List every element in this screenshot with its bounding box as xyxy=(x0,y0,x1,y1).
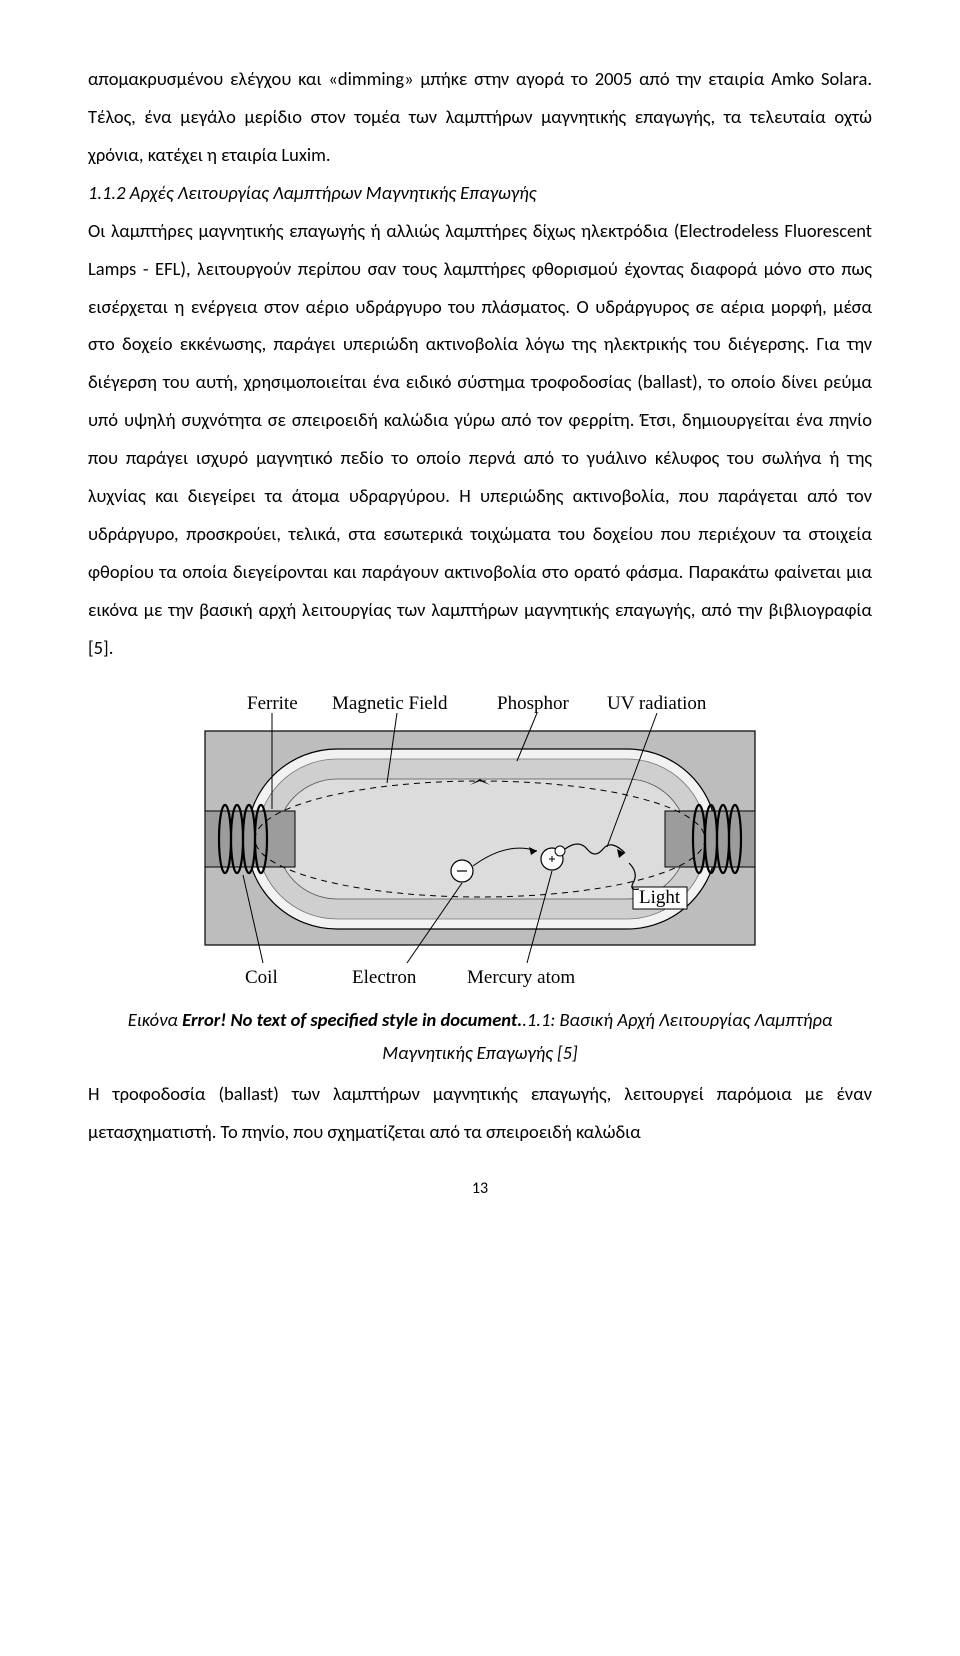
section-heading: 1.1.2 Αρχές Λειτουργίας Λαμπτήρων Μαγνητ… xyxy=(88,174,872,212)
label-light: Light xyxy=(639,887,681,908)
page-number: 13 xyxy=(88,1181,872,1197)
label-electron: Electron xyxy=(352,967,417,988)
label-phosphor: Phosphor xyxy=(497,693,569,714)
ferrite-right xyxy=(665,805,755,873)
ferrite-left xyxy=(205,805,295,873)
figure-lamp-diagram: Ferrite Magnetic Field Phosphor UV radia… xyxy=(187,691,773,997)
paragraph-body: Οι λαμπτήρες μαγνητικής επαγωγής ή αλλιώ… xyxy=(88,212,872,667)
figure-bottom-labels: Coil Electron Mercury atom xyxy=(245,967,575,988)
figure-top-labels: Ferrite Magnetic Field Phosphor UV radia… xyxy=(247,693,707,714)
paragraph-after-figure: Η τροφοδοσία (ballast) των λαμπτήρων μαγ… xyxy=(88,1075,872,1151)
label-coil: Coil xyxy=(245,967,278,988)
label-mercury-atom: Mercury atom xyxy=(467,967,575,988)
caption-error: Error! No text of specified style in doc… xyxy=(182,1008,522,1031)
caption-prefix: Εικόνα xyxy=(128,1008,182,1031)
label-uv-radiation: UV radiation xyxy=(607,693,707,714)
figure-caption: Εικόνα Error! No text of specified style… xyxy=(88,1003,872,1070)
label-magnetic-field: Magnetic Field xyxy=(332,693,448,714)
label-ferrite: Ferrite xyxy=(247,693,298,714)
paragraph-intro: απομακρυσμένου ελέγχου και «dimming» μπή… xyxy=(88,60,872,174)
